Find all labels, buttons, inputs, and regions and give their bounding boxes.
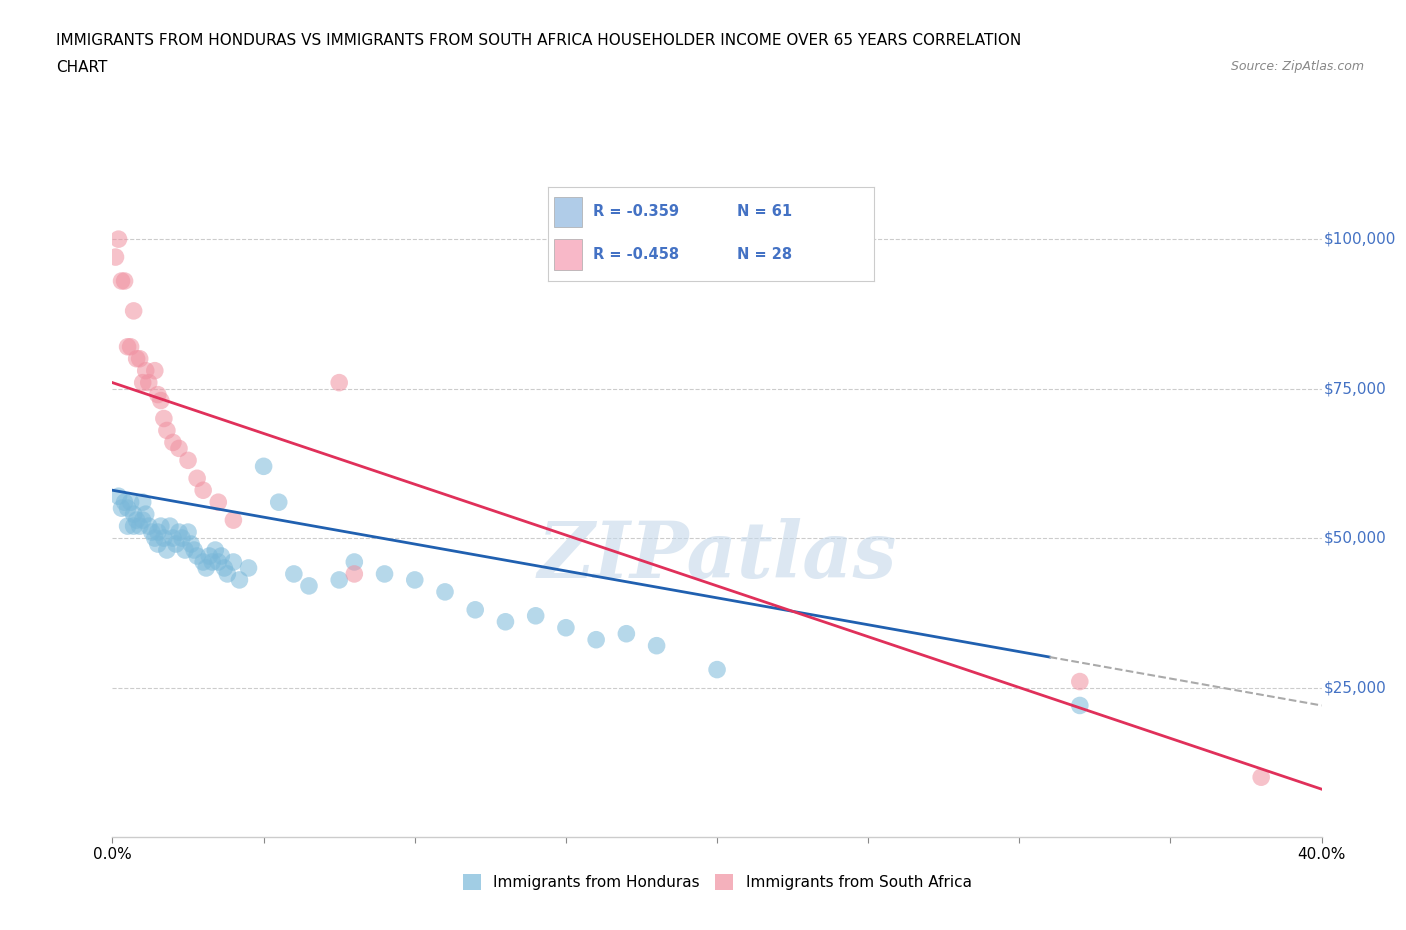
- Point: [117, 339, 139, 354]
- Point: [135, 364, 157, 379]
- Point: [146, 537, 169, 551]
- Point: [616, 626, 638, 641]
- Point: [328, 573, 350, 588]
- Point: [156, 542, 179, 557]
- Point: [283, 566, 305, 581]
- Point: [165, 537, 187, 551]
- Point: [146, 525, 169, 539]
- Point: [159, 519, 181, 534]
- Text: CHART: CHART: [56, 60, 108, 75]
- Point: [167, 441, 190, 456]
- Point: [214, 561, 236, 576]
- Point: [706, 662, 728, 677]
- Point: [180, 537, 202, 551]
- Point: [253, 458, 276, 473]
- Point: [125, 512, 148, 527]
- Text: IMMIGRANTS FROM HONDURAS VS IMMIGRANTS FROM SOUTH AFRICA HOUSEHOLDER INCOME OVER: IMMIGRANTS FROM HONDURAS VS IMMIGRANTS F…: [56, 33, 1022, 47]
- Point: [433, 584, 456, 599]
- Point: [343, 566, 366, 581]
- Point: [110, 500, 132, 515]
- Point: [153, 411, 176, 426]
- Point: [107, 232, 129, 246]
- Text: $100,000: $100,000: [1324, 232, 1396, 246]
- Point: [128, 519, 150, 534]
- Point: [138, 519, 160, 534]
- Point: [146, 387, 169, 402]
- Point: [128, 352, 150, 366]
- Point: [204, 542, 226, 557]
- Point: [162, 435, 184, 450]
- Point: [1069, 698, 1091, 713]
- Text: Source: ZipAtlas.com: Source: ZipAtlas.com: [1230, 60, 1364, 73]
- Point: [156, 423, 179, 438]
- Point: [135, 507, 157, 522]
- Point: [141, 525, 163, 539]
- Point: [143, 531, 166, 546]
- Point: [207, 495, 229, 510]
- Point: [645, 638, 668, 653]
- Point: [120, 339, 142, 354]
- Point: [149, 519, 172, 534]
- Point: [183, 542, 205, 557]
- Legend: Immigrants from Honduras, Immigrants from South Africa: Immigrants from Honduras, Immigrants fro…: [457, 868, 977, 897]
- Point: [107, 489, 129, 504]
- Point: [177, 525, 200, 539]
- Point: [122, 303, 145, 318]
- Point: [191, 483, 214, 498]
- Point: [170, 531, 193, 546]
- Point: [222, 512, 245, 527]
- Point: [125, 352, 148, 366]
- Point: [122, 507, 145, 522]
- Point: [404, 573, 426, 588]
- Point: [186, 549, 208, 564]
- Point: [186, 471, 208, 485]
- Point: [177, 453, 200, 468]
- Text: ZIPatlas: ZIPatlas: [537, 517, 897, 594]
- Point: [174, 542, 197, 557]
- Point: [201, 554, 224, 569]
- Point: [222, 554, 245, 569]
- Point: [153, 531, 176, 546]
- Point: [554, 620, 576, 635]
- Point: [114, 495, 136, 510]
- Point: [1069, 674, 1091, 689]
- Point: [195, 561, 218, 576]
- Point: [267, 495, 290, 510]
- Point: [149, 393, 172, 408]
- Point: [228, 573, 250, 588]
- Point: [209, 549, 232, 564]
- Point: [495, 615, 517, 630]
- Point: [143, 364, 166, 379]
- Point: [464, 603, 486, 618]
- Point: [117, 519, 139, 534]
- Point: [217, 566, 239, 581]
- Point: [162, 531, 184, 546]
- Point: [167, 525, 190, 539]
- Point: [104, 249, 127, 264]
- Point: [191, 554, 214, 569]
- Point: [122, 519, 145, 534]
- Point: [343, 554, 366, 569]
- Point: [132, 375, 155, 390]
- Text: $75,000: $75,000: [1324, 381, 1386, 396]
- Point: [524, 608, 547, 623]
- Point: [114, 273, 136, 288]
- Text: $25,000: $25,000: [1324, 680, 1386, 695]
- Point: [198, 549, 221, 564]
- Point: [138, 375, 160, 390]
- Point: [132, 512, 155, 527]
- Point: [298, 578, 321, 593]
- Point: [238, 561, 260, 576]
- Point: [120, 495, 142, 510]
- Point: [132, 495, 155, 510]
- Point: [374, 566, 396, 581]
- Point: [117, 500, 139, 515]
- Point: [585, 632, 607, 647]
- Point: [110, 273, 132, 288]
- Point: [1250, 770, 1272, 785]
- Point: [207, 554, 229, 569]
- Text: $50,000: $50,000: [1324, 531, 1386, 546]
- Point: [328, 375, 350, 390]
